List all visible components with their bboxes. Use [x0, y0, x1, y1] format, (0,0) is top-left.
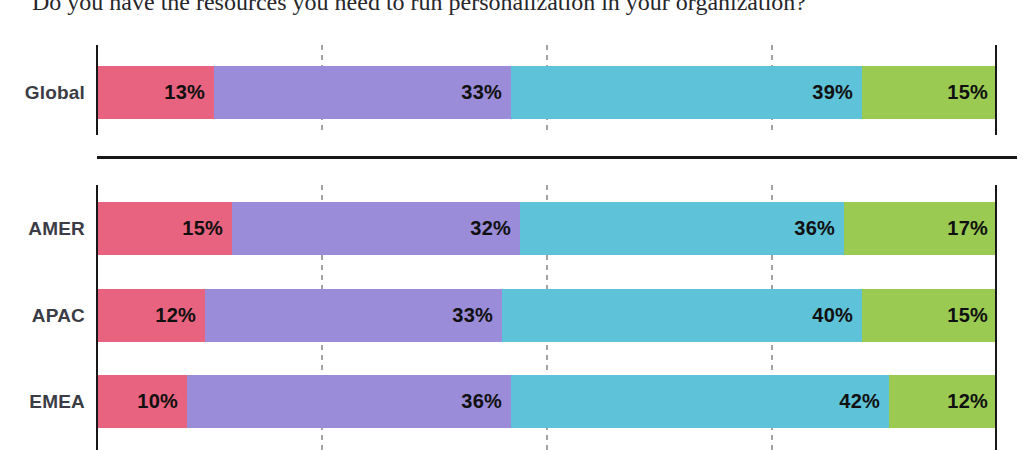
segment-value-label: 13% [164, 81, 214, 104]
bar-segment: 33% [214, 66, 511, 119]
segment-value-label: 12% [155, 304, 205, 327]
segment-value-label: 42% [839, 390, 889, 413]
segment-value-label: 40% [812, 304, 862, 327]
bar-segment: 13% [97, 66, 214, 119]
bar-segment: 32% [232, 202, 520, 255]
bar-segment: 39% [511, 66, 862, 119]
bar-segment: 40% [502, 289, 862, 342]
segment-value-label: 36% [794, 217, 844, 240]
bar-emea: 10% 36% 42% 12% [97, 375, 997, 428]
bar-segment: 36% [520, 202, 844, 255]
row-label-emea: EMEA [0, 375, 85, 428]
regions-right-axis-line [995, 185, 997, 450]
bar-segment: 33% [205, 289, 502, 342]
segment-value-label: 15% [947, 81, 997, 104]
bar-segment: 15% [862, 289, 997, 342]
row-label-amer: AMER [0, 202, 85, 255]
bar-segment: 15% [97, 202, 232, 255]
segment-value-label: 33% [461, 81, 511, 104]
segment-value-label: 32% [470, 217, 520, 240]
segment-value-label: 36% [461, 390, 511, 413]
segment-value-label: 39% [812, 81, 862, 104]
bar-segment: 10% [97, 375, 187, 428]
bar-apac: 12% 33% 40% 15% [97, 289, 997, 342]
section-divider [97, 156, 1017, 159]
row-label-global: Global [0, 66, 85, 119]
bar-segment: 15% [862, 66, 997, 119]
bar-segment: 36% [187, 375, 511, 428]
segment-value-label: 15% [947, 304, 997, 327]
row-label-apac: APAC [0, 289, 85, 342]
segment-value-label: 17% [947, 217, 997, 240]
segment-value-label: 15% [182, 217, 232, 240]
segment-value-label: 12% [947, 390, 997, 413]
segment-value-label: 33% [452, 304, 502, 327]
bar-segment: 42% [511, 375, 889, 428]
bar-segment: 17% [844, 202, 997, 255]
bar-segment: 12% [889, 375, 997, 428]
global-chart-area: 13% 33% 39% 15% [97, 45, 997, 135]
global-left-axis-line [96, 45, 98, 135]
bar-amer: 15% 32% 36% 17% [97, 202, 997, 255]
bar-segment: 12% [97, 289, 205, 342]
bar-global: 13% 33% 39% 15% [97, 66, 997, 119]
chart-title: Do you have the resources you need to ru… [32, 0, 806, 14]
regions-chart-area: 15% 32% 36% 17% 12% 33% 40% 15% 10% 36% 42% 12% [97, 185, 997, 450]
regions-left-axis-line [96, 185, 98, 450]
global-right-axis-line [995, 45, 997, 135]
segment-value-label: 10% [137, 390, 187, 413]
